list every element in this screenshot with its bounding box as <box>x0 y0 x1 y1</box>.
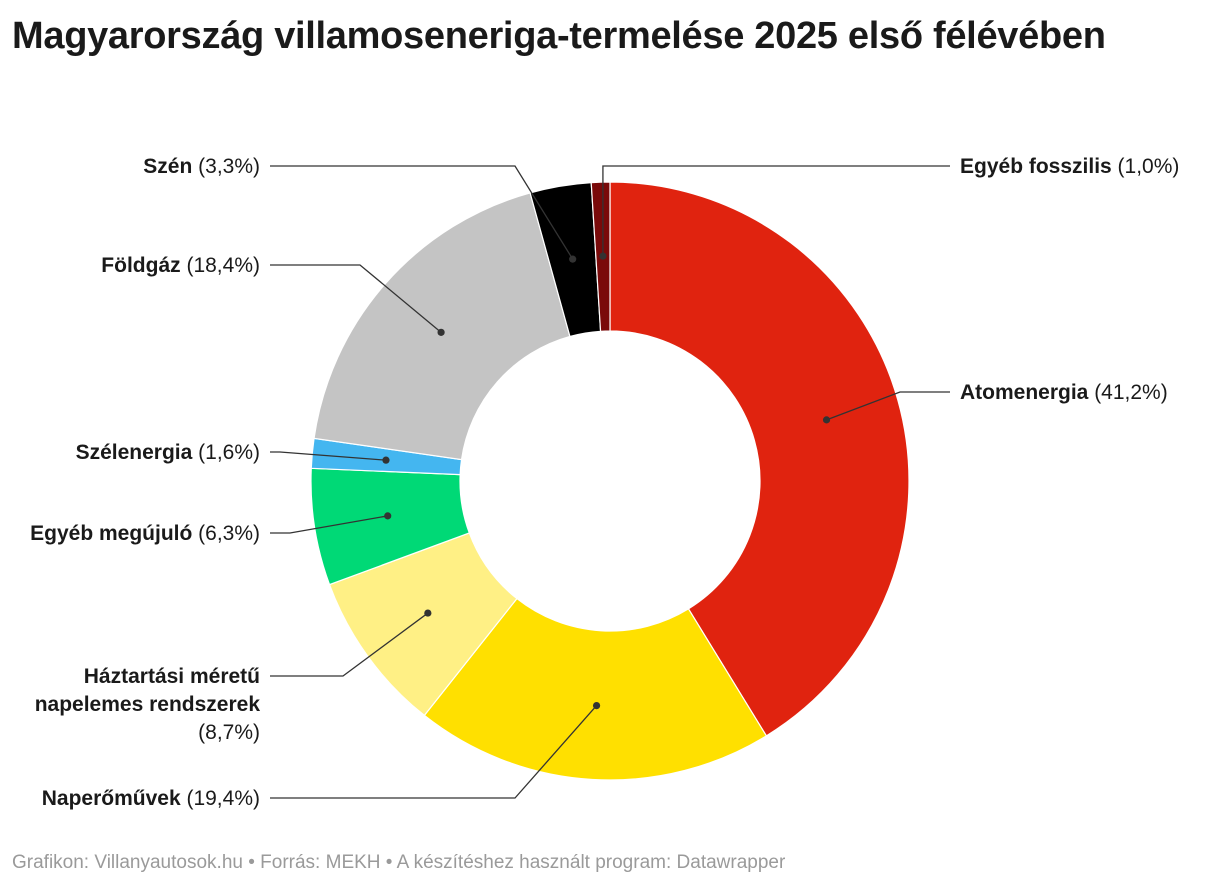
label-egyeb-megujulo: Egyéb megújuló (6,3%) <box>30 522 260 545</box>
label-value: (1,0%) <box>1112 155 1180 178</box>
slices <box>310 181 910 781</box>
leader-line-szelenergia <box>270 451 387 461</box>
leader-dot-foldgaz <box>437 328 445 336</box>
label-name-line: Háztartási méretű <box>84 665 260 688</box>
label-name: Egyéb fosszilis <box>960 155 1112 178</box>
chart-footer: Grafikon: Villanyautosok.hu • Forrás: ME… <box>12 852 786 873</box>
label-value: (41,2%) <box>1088 381 1167 404</box>
label-value: (19,4%) <box>181 787 260 810</box>
leader-dot-szelenergia <box>382 456 390 464</box>
leader-dot-naperomuvek <box>592 701 601 710</box>
label-name: Szélenergia <box>76 441 193 464</box>
leader-line-egyeb-fosszilis <box>602 165 950 257</box>
leader-dot-egyeb-megujulo <box>384 512 392 520</box>
label-name: Atomenergia <box>960 381 1089 404</box>
label-value: (3,3%) <box>192 155 260 178</box>
label-value: (18,4%) <box>181 254 260 277</box>
label-egyeb-fosszilis: Egyéb fosszilis (1,0%) <box>960 155 1179 178</box>
leader-dot-atomenergia <box>822 416 831 424</box>
label-name: Szén <box>143 155 192 178</box>
leader-line-naperomuvek <box>270 705 598 799</box>
label-name: Naperőművek <box>42 787 181 810</box>
label-szen: Szén (3,3%) <box>143 155 260 178</box>
leader-dot-egyeb-fosszilis <box>599 252 607 260</box>
label-naperomuvek: Naperőművek (19,4%) <box>42 787 260 810</box>
label-value: (6,3%) <box>192 522 260 545</box>
label-value: (1,6%) <box>192 441 260 464</box>
leader-line-haztartasi-meretu-napelemes-rendszerek <box>270 612 429 677</box>
label-value: (8,7%) <box>198 721 260 744</box>
leader-lines <box>270 165 950 799</box>
chart-title: Magyarország villamoseneriga-termelése 2… <box>12 15 1106 57</box>
label-name-line: napelemes rendszerek <box>35 693 261 716</box>
label-name: Földgáz <box>101 254 180 277</box>
label-atomenergia: Atomenergia (41,2%) <box>960 381 1168 404</box>
slice-foldgaz <box>313 192 571 461</box>
label-name: Egyéb megújuló <box>30 522 192 545</box>
label-foldgaz: Földgáz (18,4%) <box>101 254 260 277</box>
slice-atomenergia <box>609 181 910 737</box>
leader-line-atomenergia <box>826 391 950 421</box>
leader-line-foldgaz <box>270 264 442 333</box>
label-szelenergia: Szélenergia (1,6%) <box>76 441 260 464</box>
slice-naperomuvek <box>423 597 768 781</box>
leader-line-szen <box>270 165 574 260</box>
label-haztartasi-meretu-napelemes-rendszerek: Háztartási méretű napelemes rendszerek (8,… <box>35 665 261 744</box>
slice-labels: Atomenergia (41,2%) Naperőművek (19,4%) Há… <box>30 155 1179 810</box>
leader-dot-szen <box>569 255 577 263</box>
leader-line-egyeb-megujulo <box>270 515 388 534</box>
leader-dot-haztartasi-meretu-napelemes-rendszerek <box>424 609 432 617</box>
